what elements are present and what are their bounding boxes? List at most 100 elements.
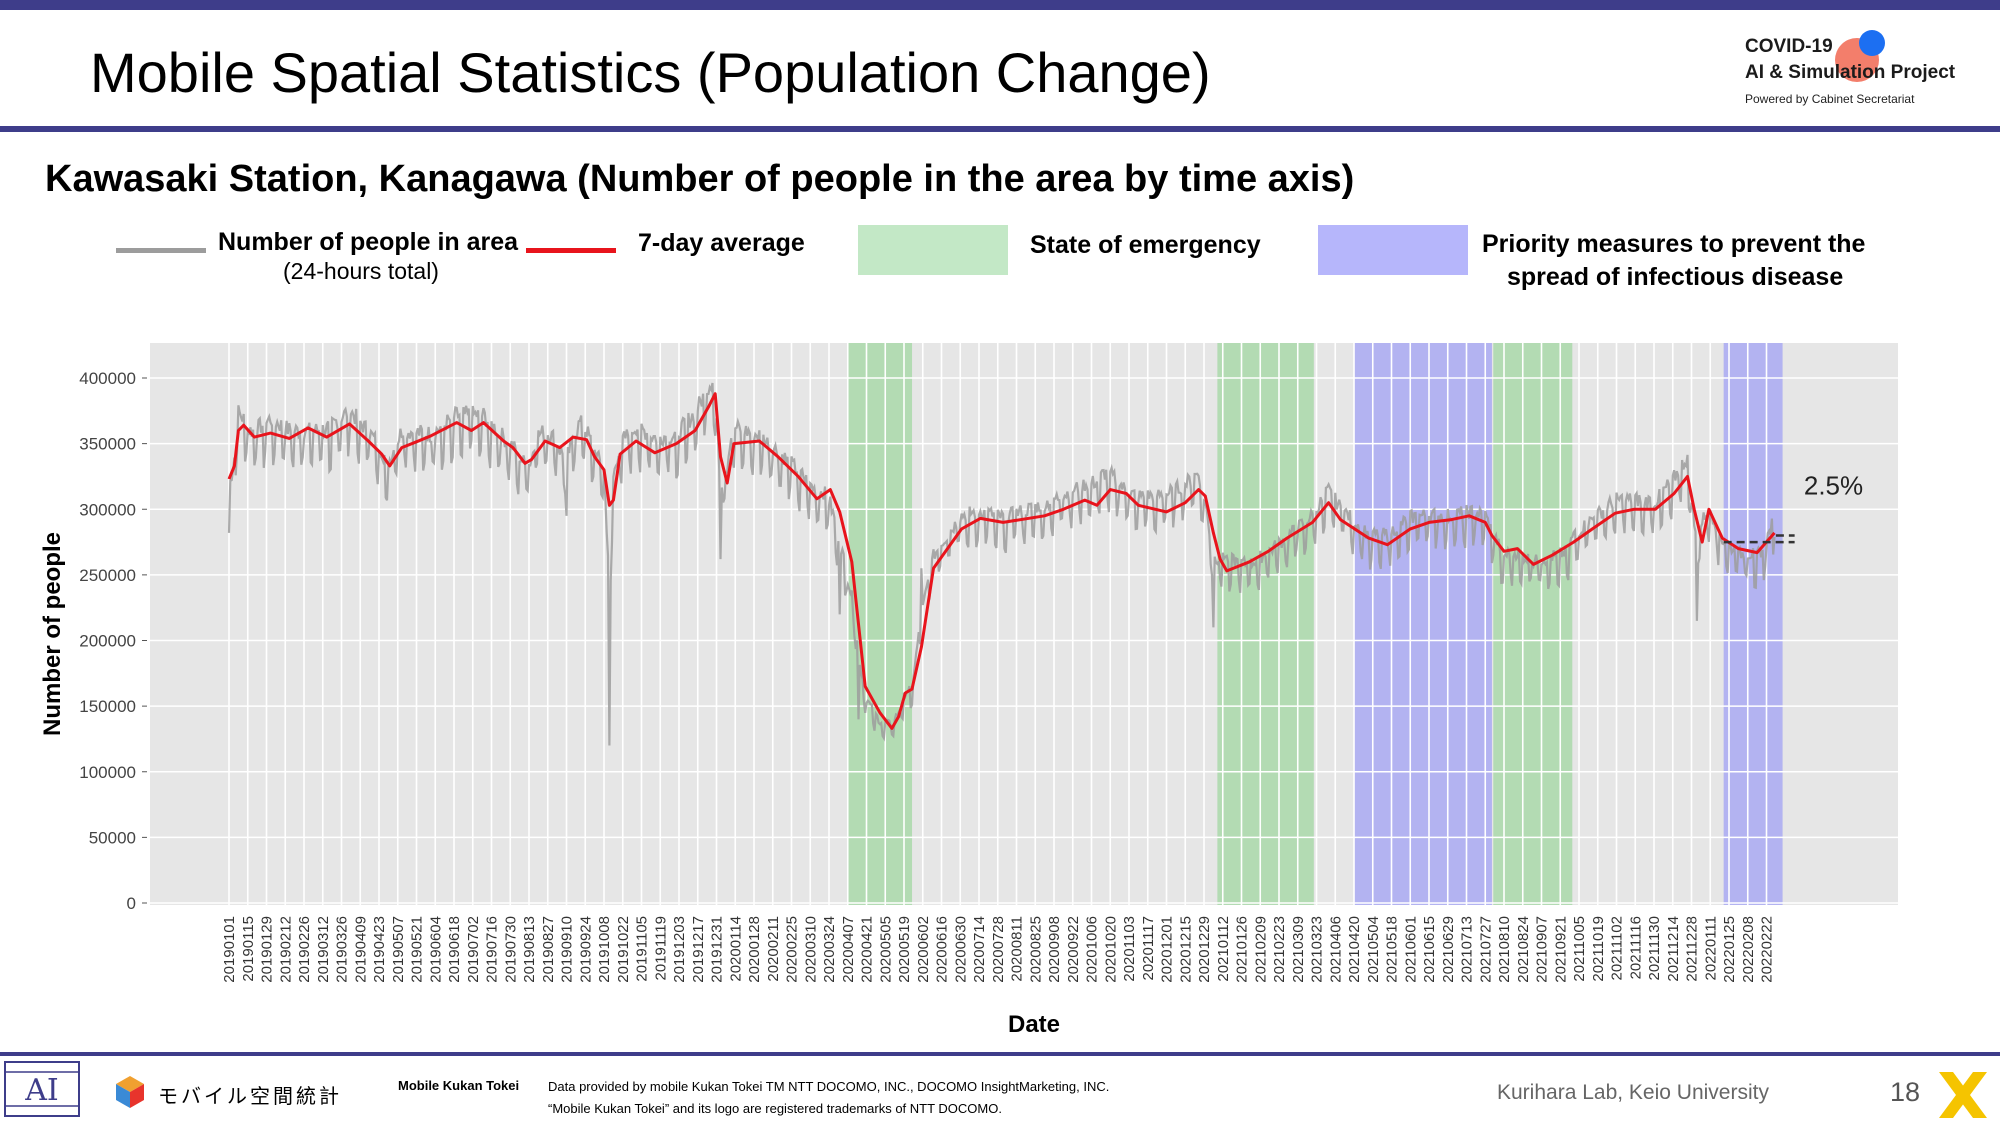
x-tick-label: 20220111: [1702, 916, 1719, 981]
x-tick-label: 20210629: [1440, 916, 1457, 983]
x-tick-label: 20210601: [1402, 916, 1419, 983]
y-tick-label: 150000: [79, 697, 136, 716]
title-divider: [0, 126, 2000, 132]
x-tick-label: 20190702: [465, 916, 482, 983]
logo-line3: Powered by Cabinet Secretariat: [1745, 92, 1915, 106]
covid-project-logo: COVID-19 AI & Simulation Project Powered…: [1745, 30, 1985, 112]
x-tick-label: 20190521: [409, 916, 426, 983]
footer-credit-line1: Data provided by mobile Kukan Tokei TM N…: [548, 1079, 1110, 1094]
x-tick-label: 20190813: [521, 916, 538, 983]
x-tick-label: 20210126: [1234, 916, 1251, 983]
x-tick-label: 20200225: [784, 916, 801, 983]
x-tick-label: 20201201: [1159, 916, 1176, 983]
slide-title: Mobile Spatial Statistics (Population Ch…: [90, 41, 1211, 104]
x-tick-label: 20200602: [915, 916, 932, 983]
legend-avg-label: 7-day average: [638, 229, 805, 257]
x-tick-label: 20210810: [1496, 916, 1513, 983]
x-tick-label: 20211005: [1571, 916, 1588, 982]
x-tick-label: 20191105: [634, 916, 651, 982]
x-tick-label: 20200714: [971, 916, 988, 983]
footer-credit-line2: “Mobile Kukan Tokei” and its logo are re…: [548, 1101, 1002, 1116]
x-tick-label: 20210420: [1346, 916, 1363, 983]
x-tick-label: 20210406: [1327, 916, 1344, 983]
x-tick-label: 20200324: [821, 916, 838, 983]
x-tick-label: 20190604: [427, 916, 444, 983]
x-tick-label: 20191217: [690, 916, 707, 983]
x-axis-label: Date: [1008, 1011, 1060, 1038]
legend-priority-swatch: [1318, 225, 1468, 275]
x-tick-label: 20201103: [1121, 916, 1138, 982]
x-tick-label: 20201117: [1140, 916, 1157, 981]
x-tick-label: 20201020: [1102, 916, 1119, 983]
x-tick-label: 20210824: [1515, 916, 1532, 983]
x-tick-label: 20211019: [1590, 916, 1607, 982]
x-tick-label: 20211116: [1627, 916, 1644, 979]
x-tick-label: 20190226: [296, 916, 313, 983]
legend-priority-label-2: spread of infectious disease: [1507, 263, 1844, 291]
svg-text:AI: AI: [24, 1073, 59, 1108]
y-axis-label: Number of people: [39, 532, 66, 736]
x-tick-label: 20190716: [484, 916, 501, 983]
x-tick-label: 20220222: [1759, 916, 1776, 983]
x-tick-label: 20210209: [1252, 916, 1269, 983]
legend-emergency-swatch: [858, 225, 1008, 275]
x-tick-label: 20201215: [1177, 916, 1194, 983]
top-band: [0, 0, 2000, 10]
x-tick-label: 20190212: [277, 916, 294, 983]
x-tick-label: 20190409: [352, 916, 369, 983]
seven-day-average-series: [227, 392, 1776, 730]
x-tick-label: 20211130: [1646, 916, 1663, 981]
x-tick-label: 20190326: [334, 916, 351, 983]
x-tick-label: 20220125: [1721, 916, 1738, 983]
x-tick-label: 20211102: [1609, 916, 1626, 981]
footer-brand: Mobile Kukan Tokei: [398, 1078, 520, 1093]
population-chart: 20190101 20190115 20190129 20190212 20190226…: [39, 343, 1898, 1038]
x-tick-label: 20200505: [877, 916, 894, 983]
x-tick-label: 20191231: [709, 916, 726, 983]
x-tick-label: 20190618: [446, 916, 463, 983]
legend-avg-swatch: [526, 248, 616, 253]
mobile-kukan-tokei-logo: モバイル空間統計: [110, 1072, 370, 1114]
logo-line1: COVID-19: [1745, 36, 1833, 57]
x-tick-label: 20210921: [1552, 916, 1569, 983]
x-tick-label: 20190129: [259, 916, 276, 983]
brand-jp: モバイル空間統計: [158, 1086, 342, 1108]
x-tick-label: 20190423: [371, 916, 388, 983]
priority-measures-band: [1354, 343, 1492, 905]
legend-raw-swatch: [116, 248, 206, 253]
footer-lab: Kurihara Lab, Keio University: [1497, 1081, 1769, 1104]
x-tick-label: 20190730: [502, 916, 519, 983]
state-of-emergency-band: [1217, 343, 1314, 905]
footer-divider: [0, 1052, 2000, 1056]
x-tick-label: 20210518: [1384, 916, 1401, 983]
x-tick-label: 20200421: [859, 916, 876, 983]
y-tick-label: 250000: [79, 566, 136, 585]
legend-raw-label: Number of people in area: [218, 228, 519, 256]
x-tick-label: 20210615: [1421, 916, 1438, 983]
x-tick-label: 20201006: [1084, 916, 1101, 983]
x-tick-label: 20200811: [1009, 916, 1026, 982]
y-tick-label: 200000: [79, 632, 136, 651]
y-tick-label: 0: [127, 894, 136, 913]
x-tick-label: 20200211: [765, 916, 782, 982]
x-tick-label: 20190827: [540, 916, 557, 983]
x-tick-label: 20190910: [559, 916, 576, 983]
x-tick-label: 20200908: [1046, 916, 1063, 983]
y-tick-label: 50000: [89, 828, 136, 847]
x-tick-label: 20190312: [315, 916, 332, 983]
x-tick-label: 20220208: [1740, 916, 1757, 983]
x-tick-label: 20211214: [1665, 916, 1682, 982]
x-tick-label: 20200728: [990, 916, 1007, 983]
x-tick-label: 20210323: [1309, 916, 1326, 983]
y-tick-label: 400000: [79, 369, 136, 388]
x-tick-label: 20190507: [390, 916, 407, 983]
cube-logo-icon: [116, 1076, 144, 1108]
x-tick-label: 20190101: [221, 916, 238, 983]
legend-priority-label-1: Priority measures to prevent the: [1482, 230, 1866, 258]
x-tick-label: 20191119: [652, 916, 669, 981]
x-tick-label: 20190115: [240, 916, 257, 982]
x-tick-label: 20200922: [1065, 916, 1082, 983]
y-tick-label: 300000: [79, 500, 136, 519]
x-tick-label: 20190924: [577, 916, 594, 983]
logo-line2: AI & Simulation Project: [1745, 62, 1956, 83]
